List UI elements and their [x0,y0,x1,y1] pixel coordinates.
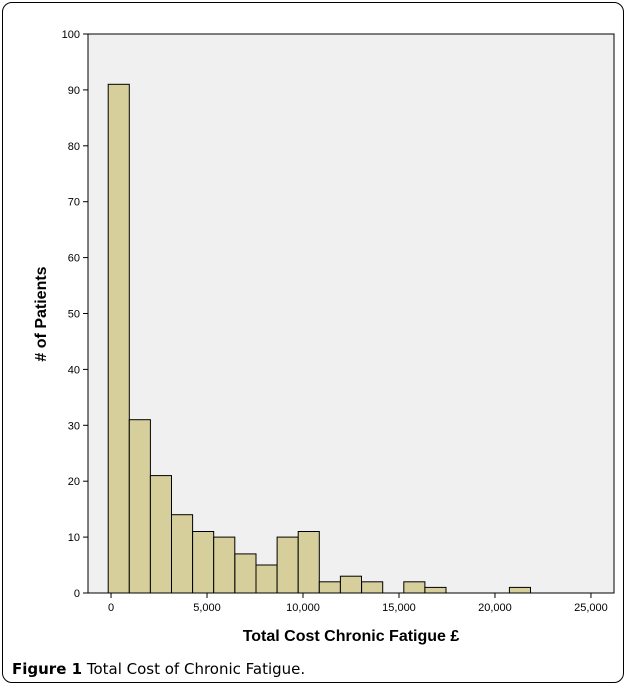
histogram-bar [361,581,384,594]
x-tick-label: 15,000 [382,602,416,614]
histogram-bar [107,83,130,594]
y-tick-label: 50 [68,309,80,321]
histogram-bar [213,536,236,594]
histogram-bar [255,564,278,594]
y-tick-label: 20 [68,476,80,488]
x-tick-label: 0 [108,602,114,614]
y-tick-label: 90 [68,85,80,97]
histogram-bar [318,581,341,594]
y-tick-label: 100 [62,29,80,41]
histogram-bar [276,536,299,594]
x-tick-label: 25,000 [574,602,608,614]
y-axis-title: # of Patients [33,266,50,361]
x-tick-label: 20,000 [478,602,512,614]
histogram-bar [149,475,172,594]
histogram-bar [297,531,320,594]
histogram-bar [171,514,194,594]
y-tick-label: 70 [68,197,80,209]
y-tick-label: 80 [68,141,80,153]
y-tick-label: 40 [68,364,80,376]
y-tick-label: 0 [74,588,80,600]
y-tick-label: 10 [68,532,80,544]
x-tick-label: 10,000 [286,602,320,614]
histogram-bar [234,553,257,594]
histogram-bar [508,586,531,594]
figure-caption: Figure 1 Total Cost of Chronic Fatigue. [12,660,305,678]
histogram-bar [424,586,447,594]
histogram-bar [192,531,215,594]
y-tick-label: 30 [68,420,80,432]
figure-caption-text: Total Cost of Chronic Fatigue. [86,660,306,678]
histogram-bar [128,419,151,594]
plot-area [87,33,615,594]
y-tick-label: 60 [68,253,80,265]
figure-label: Figure 1 [12,660,83,678]
histogram-bar [403,581,426,594]
histogram-bar [339,575,362,594]
x-axis-title: Total Cost Chronic Fatigue £ [243,628,460,645]
x-tick-label: 5,000 [193,602,221,614]
